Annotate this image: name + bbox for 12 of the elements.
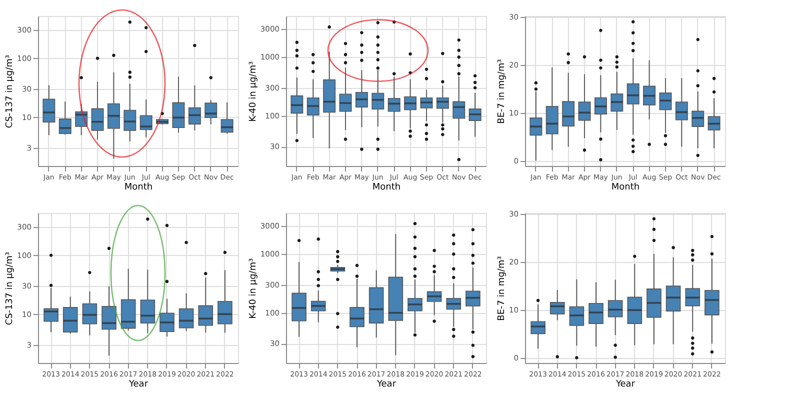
y-axis-title: BE-7 in mg/m³ (496, 256, 507, 321)
y-axis-title: K-40 in µg/m³ (248, 258, 258, 319)
x-axis-title: Year (614, 380, 636, 390)
x-axis-title: Month (611, 182, 640, 192)
x-axis-title: Year (376, 380, 396, 390)
x-axis-title: Year (128, 380, 148, 390)
y-axis-title: CS-137 in µg/m³ (5, 54, 16, 128)
y-axis-title: BE-7 in mg/m³ (496, 58, 507, 124)
y-axis-title: K-40 in µg/m³ (248, 60, 258, 122)
x-axis-title: Month (372, 182, 401, 192)
y-axis-title: CS-137 in µg/m³ (5, 252, 16, 326)
x-axis-title: Month (124, 182, 153, 192)
